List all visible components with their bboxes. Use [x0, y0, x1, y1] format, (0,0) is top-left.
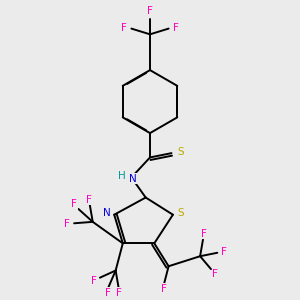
Text: H: H — [118, 171, 126, 181]
Text: F: F — [71, 199, 77, 209]
Text: F: F — [212, 269, 218, 279]
Text: F: F — [91, 276, 97, 286]
Text: F: F — [220, 247, 226, 257]
Text: F: F — [201, 229, 206, 239]
Text: N: N — [129, 174, 137, 184]
Text: F: F — [173, 23, 179, 33]
Text: F: F — [64, 219, 70, 229]
Text: S: S — [177, 147, 184, 157]
Text: F: F — [121, 23, 127, 33]
Text: N: N — [103, 208, 111, 218]
Text: F: F — [105, 288, 111, 298]
Text: F: F — [116, 288, 122, 298]
Text: F: F — [86, 194, 92, 205]
Text: S: S — [178, 208, 184, 218]
Text: F: F — [147, 6, 153, 16]
Text: F: F — [160, 284, 166, 294]
